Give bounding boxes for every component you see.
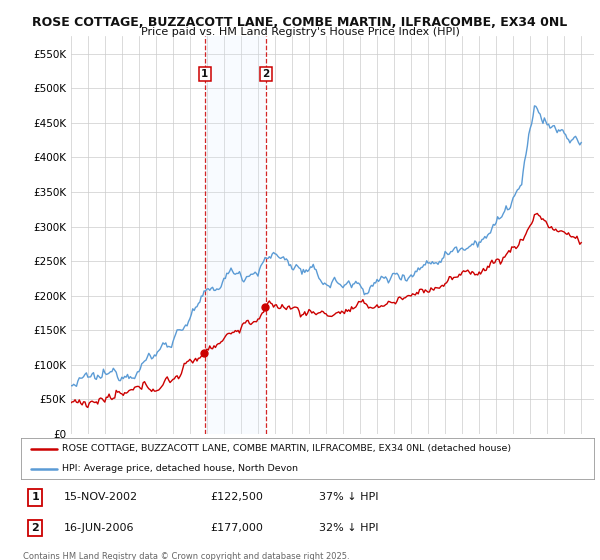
Text: 2: 2 [31,523,39,533]
Bar [205,36,266,434]
Text: ROSE COTTAGE, BUZZACOTT LANE, COMBE MARTIN, ILFRACOMBE, EX34 0NL: ROSE COTTAGE, BUZZACOTT LANE, COMBE MART… [32,16,568,29]
Text: Contains HM Land Registry data © Crown copyright and database right 2025.
This d: Contains HM Land Registry data © Crown c… [23,552,349,560]
Text: 37% ↓ HPI: 37% ↓ HPI [319,492,379,502]
Text: 2: 2 [262,69,269,79]
Text: 32% ↓ HPI: 32% ↓ HPI [319,523,379,533]
Text: 1: 1 [31,492,39,502]
Text: £177,000: £177,000 [210,523,263,533]
Text: 16-JUN-2006: 16-JUN-2006 [64,523,134,533]
Text: HPI: Average price, detached house, North Devon: HPI: Average price, detached house, Nort… [62,464,298,473]
Text: 1: 1 [201,69,208,79]
Text: ROSE COTTAGE, BUZZACOTT LANE, COMBE MARTIN, ILFRACOMBE, EX34 0NL (detached house: ROSE COTTAGE, BUZZACOTT LANE, COMBE MART… [62,444,511,453]
Text: 15-NOV-2002: 15-NOV-2002 [64,492,138,502]
Text: Price paid vs. HM Land Registry's House Price Index (HPI): Price paid vs. HM Land Registry's House … [140,27,460,37]
Text: £122,500: £122,500 [210,492,263,502]
